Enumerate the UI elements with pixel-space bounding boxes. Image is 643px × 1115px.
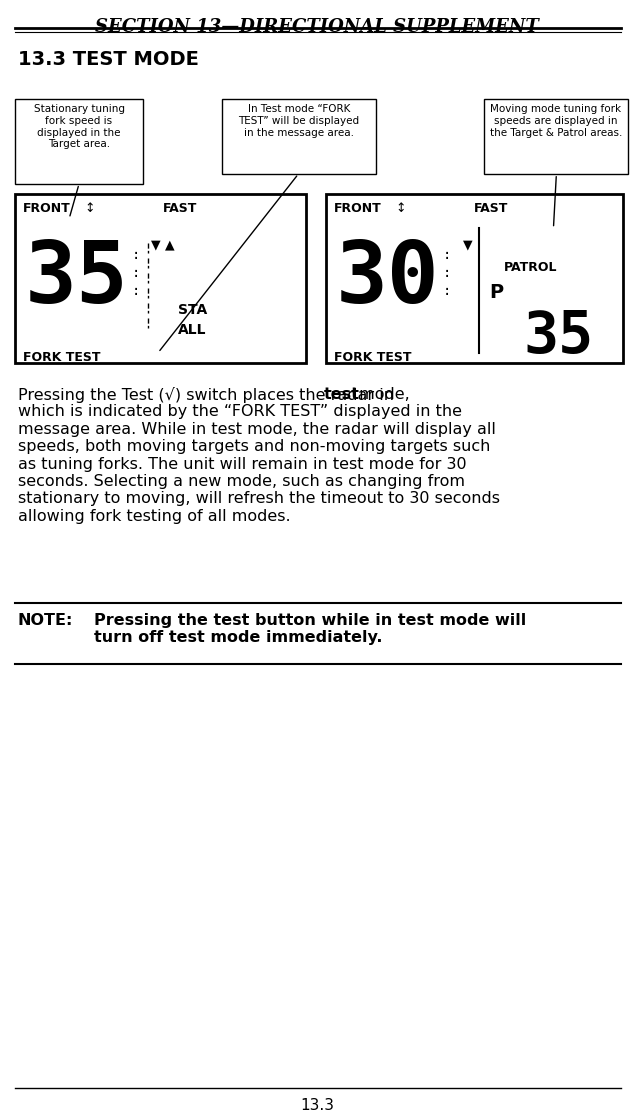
Text: ALL: ALL (178, 323, 206, 337)
Text: ▼: ▼ (151, 239, 161, 251)
Text: ↕: ↕ (395, 202, 406, 215)
Text: In Test mode “FORK
TEST” will be displayed
in the message area.: In Test mode “FORK TEST” will be display… (239, 105, 359, 137)
Text: Stationary tuning
fork speed is
displayed in the
Target area.: Stationary tuning fork speed is displaye… (33, 105, 125, 149)
Text: P: P (489, 283, 503, 302)
Text: Moving mode tuning fork
speeds are displayed in
the Target & Patrol areas.: Moving mode tuning fork speeds are displ… (490, 105, 622, 137)
Text: Pressing the Test (√) switch places the radar in: Pressing the Test (√) switch places the … (18, 387, 399, 404)
Bar (326, 194, 622, 362)
Text: NOTE:: NOTE: (18, 613, 73, 628)
Text: 30: 30 (336, 239, 440, 321)
Text: FRONT: FRONT (334, 202, 382, 215)
Text: SECTION 13—DIRECTIONAL SUPPLEMENT: SECTION 13—DIRECTIONAL SUPPLEMENT (95, 18, 539, 36)
Text: STA: STA (178, 303, 207, 317)
Text: :: : (443, 249, 451, 262)
Text: ↕: ↕ (84, 202, 95, 215)
Text: :: : (131, 249, 140, 262)
Text: 35: 35 (24, 239, 129, 321)
Text: Pressing the test button while in test mode will
turn off test mode immediately.: Pressing the test button while in test m… (94, 613, 526, 646)
Text: ▼: ▼ (462, 239, 472, 251)
Text: test: test (324, 387, 360, 403)
Text: FAST: FAST (475, 202, 509, 215)
Text: :: : (131, 284, 140, 298)
Text: FRONT: FRONT (23, 202, 71, 215)
Text: 35: 35 (524, 308, 594, 365)
Text: PATROL: PATROL (504, 261, 557, 274)
Text: FORK TEST: FORK TEST (23, 351, 100, 363)
Text: which is indicated by the “FORK TEST” displayed in the
message area. While in te: which is indicated by the “FORK TEST” di… (18, 405, 500, 524)
Text: 13.3: 13.3 (300, 1098, 334, 1113)
Text: ▲: ▲ (165, 239, 175, 251)
Text: 13.3 TEST MODE: 13.3 TEST MODE (18, 50, 199, 69)
Bar (15, 194, 306, 362)
Bar (484, 99, 628, 174)
Text: mode,: mode, (354, 387, 410, 403)
Text: :: : (443, 284, 451, 298)
Text: FORK TEST: FORK TEST (334, 351, 412, 363)
Text: :: : (443, 266, 451, 280)
Bar (15, 99, 143, 184)
Text: FAST: FAST (163, 202, 197, 215)
Text: :: : (131, 266, 140, 280)
Bar (222, 99, 376, 174)
